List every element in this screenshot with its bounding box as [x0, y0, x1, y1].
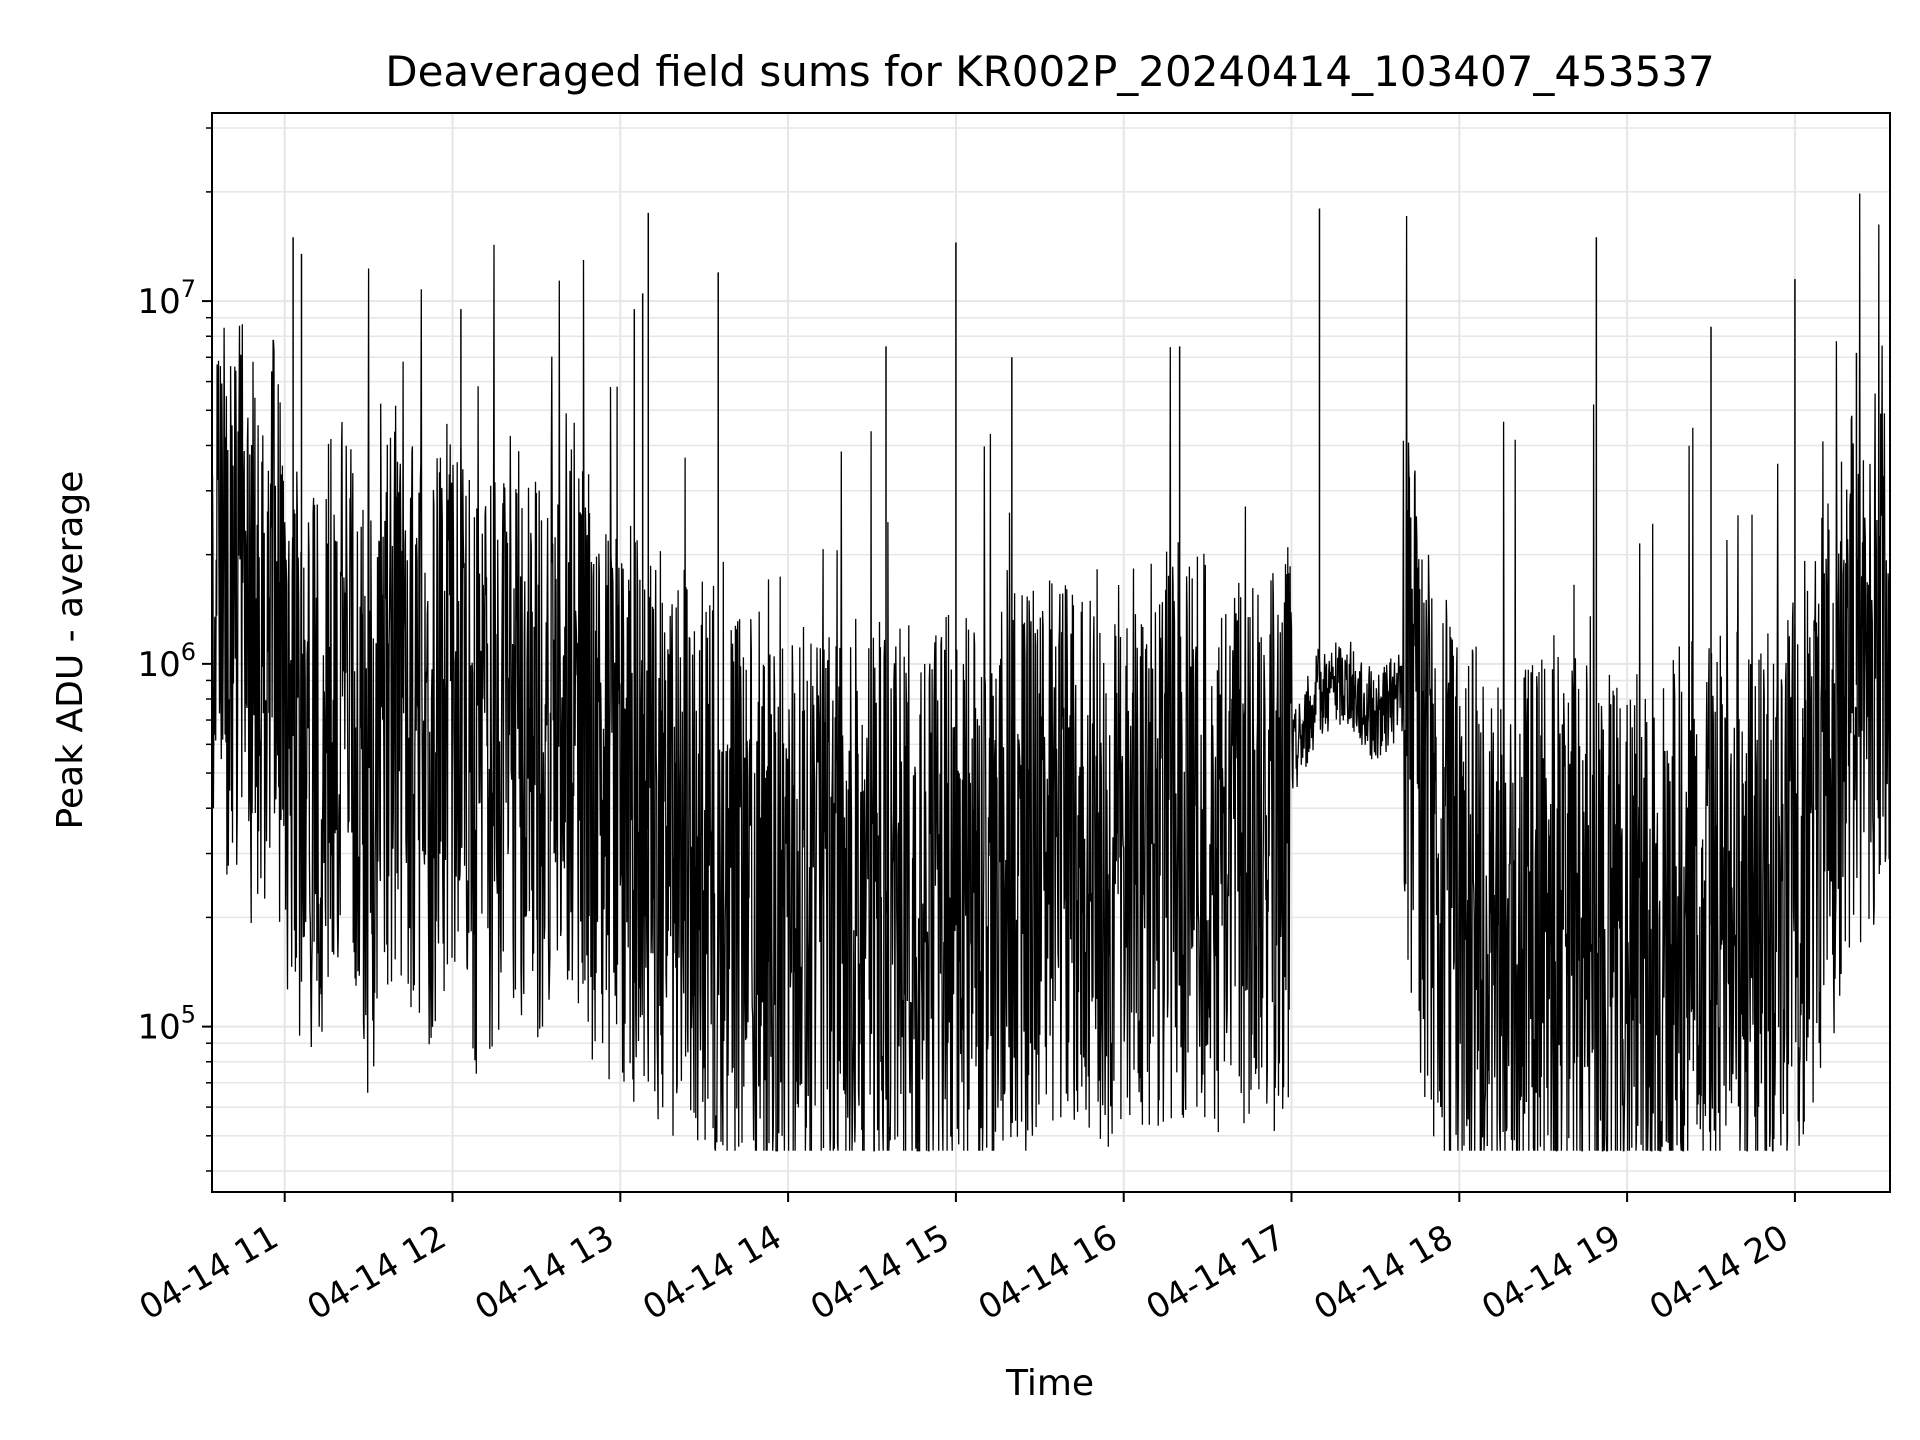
plot-frame — [211, 112, 1891, 1193]
y-tick-exponent: 5 — [181, 1001, 196, 1029]
y-tick-exponent: 6 — [181, 638, 196, 666]
y-tick-base: 10 — [137, 645, 180, 685]
y-tick-exponent: 7 — [181, 275, 196, 303]
y-tick-label: 106 — [137, 638, 196, 685]
y-tick-label: 105 — [137, 1001, 196, 1048]
y-tick-label: 107 — [137, 275, 196, 322]
x-axis-label: Time — [1005, 1363, 1094, 1404]
plot-data — [211, 193, 1891, 1152]
y-tick-base: 10 — [137, 1008, 180, 1048]
chart-title: Deaveraged field sums for KR002P_2024041… — [385, 47, 1715, 96]
y-axis-label: Peak ADU - average — [50, 471, 91, 830]
series-line — [211, 193, 1891, 1152]
y-tick-base: 10 — [137, 282, 180, 322]
